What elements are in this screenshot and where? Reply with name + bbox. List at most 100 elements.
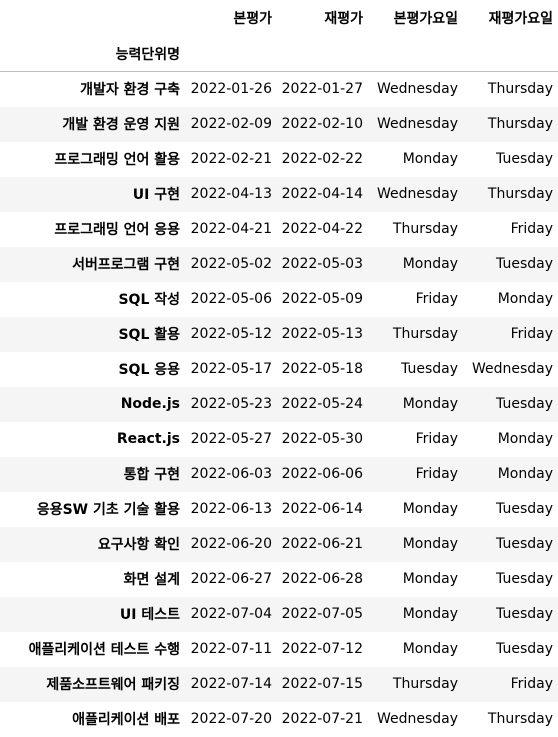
- table-row: SQL 작성 2022-05-06 2022-05-09 Friday Monday: [0, 281, 558, 317]
- row-index-label: UI 테스트: [119, 607, 180, 623]
- table-cell: Friday: [415, 466, 458, 482]
- table-row: 제품소프트웨어 패키징 2022-07-14 2022-07-15 Thursday F…: [0, 666, 558, 702]
- row-index-label: 서버프로그램 구현: [72, 257, 180, 273]
- table-row: UI 테스트 2022-07-04 2022-07-05 Monday Tuesday: [0, 596, 558, 632]
- table-row: 애플리케이션 테스트 수행 2022-07-11 2022-07-12 Monday T…: [0, 631, 558, 667]
- table-cell: 2022-06-13: [190, 501, 272, 517]
- table-cell: Tuesday: [496, 396, 553, 412]
- table-cell: Tuesday: [496, 256, 553, 272]
- column-header: 본평가: [233, 11, 272, 27]
- table-body: 개발자 환경 구축 2022-01-26 2022-01-27 Wednesday Th…: [0, 71, 558, 737]
- table-cell: 2022-04-22: [281, 221, 363, 237]
- table-cell: Monday: [402, 501, 458, 517]
- table-cell: Thursday: [392, 676, 458, 692]
- table-cell: 2022-05-09: [281, 291, 363, 307]
- table-cell: Thursday: [487, 186, 553, 202]
- row-index-label: 요구사항 확인: [97, 537, 180, 553]
- table-cell: 2022-05-17: [190, 361, 272, 377]
- row-index-label: UI 구현: [132, 187, 180, 203]
- index-name-header: 능력단위명: [0, 36, 185, 72]
- header-blank-cell: [277, 36, 368, 72]
- table-cell: Tuesday: [496, 641, 553, 657]
- table-cell: 2022-07-04: [190, 606, 272, 622]
- table-cell: Monday: [402, 606, 458, 622]
- table-cell: 2022-02-22: [281, 151, 363, 167]
- table-cell: Monday: [497, 291, 553, 307]
- table-cell: Friday: [415, 291, 458, 307]
- table-cell: Wednesday: [376, 711, 458, 727]
- row-index-label: 애플리케이션 테스트 수행: [28, 642, 180, 658]
- table-cell: Monday: [497, 466, 553, 482]
- table-cell: Monday: [402, 536, 458, 552]
- table-cell: Tuesday: [496, 571, 553, 587]
- table-cell: 2022-01-26: [190, 81, 272, 98]
- table-cell: Monday: [402, 256, 458, 272]
- table-cell: 2022-07-14: [190, 676, 272, 692]
- row-index-label: 화면 설계: [123, 572, 180, 588]
- table-cell: 2022-06-14: [281, 501, 363, 517]
- table-cell: Thursday: [392, 326, 458, 342]
- table-row: 통합 구현 2022-06-03 2022-06-06 Friday Monday: [0, 456, 558, 492]
- table-cell: 2022-07-20: [190, 711, 272, 727]
- table-cell: Tuesday: [496, 151, 553, 167]
- table-cell: 2022-07-12: [281, 641, 363, 657]
- row-index-label: 개발 환경 운영 지원: [62, 117, 180, 133]
- table-cell: 2022-05-30: [281, 431, 363, 447]
- table-cell: 2022-05-12: [190, 326, 272, 342]
- table-cell: 2022-05-18: [281, 361, 363, 377]
- header-blank-cell: [368, 36, 463, 72]
- table-cell: Thursday: [392, 221, 458, 237]
- table-row: SQL 응용 2022-05-17 2022-05-18 Tuesday Wednesd…: [0, 351, 558, 387]
- table-cell: Friday: [510, 326, 553, 342]
- table-row: Node.js 2022-05-23 2022-05-24 Monday Tuesday: [0, 386, 558, 422]
- table-row: React.js 2022-05-27 2022-05-30 Friday Monday: [0, 421, 558, 457]
- table-row: 화면 설계 2022-06-27 2022-06-28 Monday Tuesday: [0, 561, 558, 597]
- row-index-label: React.js: [116, 431, 180, 447]
- column-header: 본평가요일: [393, 11, 458, 27]
- table-cell: 2022-06-20: [190, 536, 272, 552]
- table-cell: Thursday: [487, 711, 553, 727]
- table-cell: 2022-05-02: [190, 256, 272, 272]
- table-cell: Monday: [402, 151, 458, 167]
- table-cell: Monday: [402, 396, 458, 412]
- table-cell: Monday: [402, 641, 458, 657]
- table-cell: Monday: [402, 571, 458, 587]
- table-cell: 2022-06-06: [281, 466, 363, 482]
- table-row: 프로그래밍 언어 활용 2022-02-21 2022-02-22 Monday Tue…: [0, 141, 558, 177]
- table-row: 애플리케이션 배포 2022-07-20 2022-07-21 Wednesday Th…: [0, 701, 558, 737]
- table-cell: 2022-01-27: [281, 81, 363, 98]
- header-blank-cell: [463, 36, 558, 72]
- row-index-label: 애플리케이션 배포: [72, 712, 180, 728]
- row-index-label: 통합 구현: [123, 467, 180, 483]
- table-cell: Tuesday: [496, 536, 553, 552]
- table-cell: 2022-05-03: [281, 256, 363, 272]
- table-cell: Wednesday: [376, 116, 458, 132]
- table-cell: 2022-07-05: [281, 606, 363, 622]
- table-cell: 2022-05-23: [190, 396, 272, 412]
- table-cell: Wednesday: [376, 186, 458, 202]
- table-cell: 2022-02-09: [190, 116, 272, 132]
- table-row: 요구사항 확인 2022-06-20 2022-06-21 Monday Tuesday: [0, 526, 558, 562]
- table-header: 본평가 재평가 본평가요일 재평가요일 능력단위명: [0, 0, 558, 72]
- table-row: 개발 환경 운영 지원 2022-02-09 2022-02-10 Wednesday…: [0, 106, 558, 142]
- table-cell: Monday: [497, 431, 553, 447]
- table-row: UI 구현 2022-04-13 2022-04-14 Wednesday Thursd…: [0, 176, 558, 212]
- table-cell: 2022-04-14: [281, 186, 363, 202]
- index-header-row: 능력단위명: [0, 36, 558, 72]
- table-cell: Friday: [415, 431, 458, 447]
- table-cell: Tuesday: [496, 501, 553, 517]
- header-blank-cell: [0, 0, 185, 36]
- row-index-label: SQL 응용: [118, 362, 180, 378]
- row-index-label: 프로그래밍 언어 응용: [54, 222, 180, 238]
- table-cell: 2022-06-03: [190, 466, 272, 482]
- row-index-label: 응용SW 기초 기술 활용: [36, 502, 180, 518]
- table-row: 프로그래밍 언어 응용 2022-04-21 2022-04-22 Thursday F…: [0, 211, 558, 247]
- column-header: 재평가요일: [488, 11, 553, 27]
- table-cell: Thursday: [487, 116, 553, 132]
- row-index-label: 개발자 환경 구축: [80, 82, 180, 99]
- column-header-row: 본평가 재평가 본평가요일 재평가요일: [0, 0, 558, 36]
- table-cell: 2022-04-13: [190, 186, 272, 202]
- table-row: 개발자 환경 구축 2022-01-26 2022-01-27 Wednesday Th…: [0, 71, 558, 107]
- table-cell: Tuesday: [496, 606, 553, 622]
